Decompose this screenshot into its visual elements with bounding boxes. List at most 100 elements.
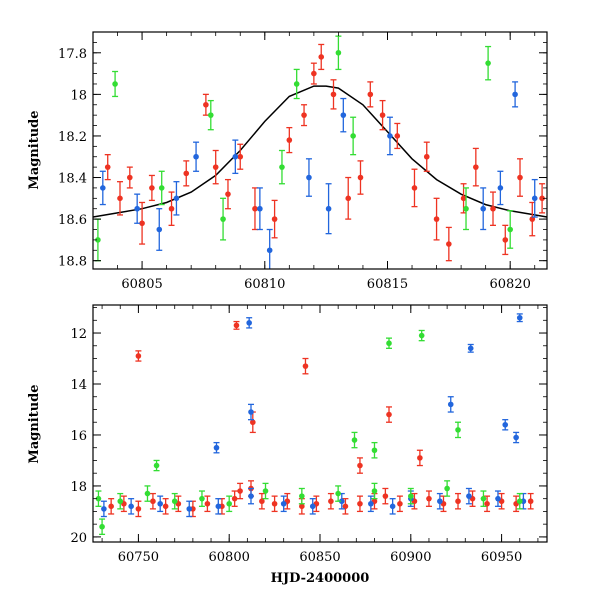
data-point xyxy=(502,421,509,428)
data-point xyxy=(338,498,345,505)
data-point xyxy=(330,91,337,98)
data-point xyxy=(367,91,374,98)
x-tick-label: 60900 xyxy=(390,550,431,565)
y-tick-label: 18.6 xyxy=(58,213,87,228)
data-point xyxy=(418,332,425,339)
data-point xyxy=(101,506,107,512)
data-point xyxy=(455,427,461,433)
data-point xyxy=(433,216,440,222)
data-point xyxy=(168,205,175,212)
x-tick-label: 60815 xyxy=(367,277,408,292)
data-point xyxy=(446,241,452,247)
data-point xyxy=(171,498,178,505)
x-tick-label: 60810 xyxy=(244,277,285,292)
data-point xyxy=(104,164,111,170)
data-point xyxy=(207,112,214,118)
data-point xyxy=(280,500,287,507)
data-point xyxy=(203,101,209,108)
data-point xyxy=(379,112,386,118)
data-point xyxy=(371,488,378,494)
data-point xyxy=(248,409,254,415)
data-point xyxy=(411,185,418,191)
data-point xyxy=(220,216,226,222)
data-point xyxy=(248,493,254,499)
data-point xyxy=(233,322,240,329)
series-green xyxy=(95,480,523,513)
data-point xyxy=(193,153,199,160)
data-point xyxy=(231,495,238,502)
series-blue-outliers xyxy=(213,313,523,454)
data-point xyxy=(368,500,374,507)
full-ticks: 60750 60800 60850 60900 60950 12 14 16 18 20 xyxy=(70,305,547,565)
data-point xyxy=(502,237,509,243)
data-point xyxy=(437,498,443,505)
data-point xyxy=(153,462,160,469)
data-point xyxy=(507,226,513,233)
zoom-y-axis-title: Magnitude xyxy=(27,110,42,189)
data-point xyxy=(237,488,243,494)
y-tick-label: 18.2 xyxy=(58,130,87,145)
data-point xyxy=(246,320,252,326)
data-point xyxy=(212,164,219,170)
data-point xyxy=(484,500,490,507)
data-point xyxy=(252,205,258,212)
data-point xyxy=(135,506,142,512)
data-point xyxy=(495,495,501,502)
data-point xyxy=(293,81,300,87)
data-point xyxy=(173,195,180,202)
data-point xyxy=(447,401,454,408)
y-tick-label: 12 xyxy=(70,327,87,342)
data-point xyxy=(335,49,342,56)
data-point xyxy=(444,485,450,492)
data-point xyxy=(237,153,244,160)
data-point xyxy=(100,185,106,191)
series-blue xyxy=(100,487,527,518)
data-point xyxy=(318,54,325,60)
data-point xyxy=(386,340,392,347)
data-point xyxy=(387,133,393,139)
y-tick-label: 18 xyxy=(70,88,87,103)
data-point xyxy=(455,498,461,505)
data-point xyxy=(371,447,378,454)
data-point xyxy=(539,195,545,202)
data-point xyxy=(340,112,347,118)
x-tick-label: 60950 xyxy=(481,550,522,565)
data-point xyxy=(394,133,401,139)
data-point xyxy=(357,500,363,507)
zoom-axes-frame xyxy=(92,31,548,270)
data-point xyxy=(186,506,193,512)
data-point xyxy=(516,314,523,321)
data-point xyxy=(149,185,155,191)
data-point xyxy=(157,500,163,507)
data-point xyxy=(225,191,231,197)
full-x-axis-title: HJD-2400000 xyxy=(271,571,370,586)
series-green-outliers xyxy=(99,329,462,536)
data-point xyxy=(95,495,102,502)
y-tick-label: 14 xyxy=(70,378,87,393)
full-axes-frame xyxy=(92,304,548,543)
x-tick-label: 60750 xyxy=(118,550,159,565)
data-point xyxy=(112,81,118,87)
data-point xyxy=(117,195,123,202)
data-point xyxy=(513,434,519,441)
data-point xyxy=(257,205,263,212)
data-point xyxy=(299,503,305,510)
data-point xyxy=(204,500,211,507)
data-point xyxy=(95,237,101,243)
data-point xyxy=(183,170,190,177)
data-point xyxy=(460,195,467,202)
series-red-outliers xyxy=(135,320,423,474)
data-point xyxy=(266,247,273,254)
y-tick-label: 20 xyxy=(70,531,87,546)
data-point xyxy=(250,419,256,426)
data-point xyxy=(497,185,504,191)
data-point xyxy=(466,493,472,499)
data-point xyxy=(232,153,239,160)
data-point xyxy=(417,455,423,461)
zoom-panel: 60805 60810 60815 60820 17.8 18 18.2 18.4 18.6 18… xyxy=(27,31,548,292)
data-point xyxy=(306,174,312,181)
data-point xyxy=(512,91,518,98)
full-y-axis-title: Magnitude xyxy=(27,384,42,463)
series-red xyxy=(108,480,534,518)
data-point xyxy=(529,216,536,222)
